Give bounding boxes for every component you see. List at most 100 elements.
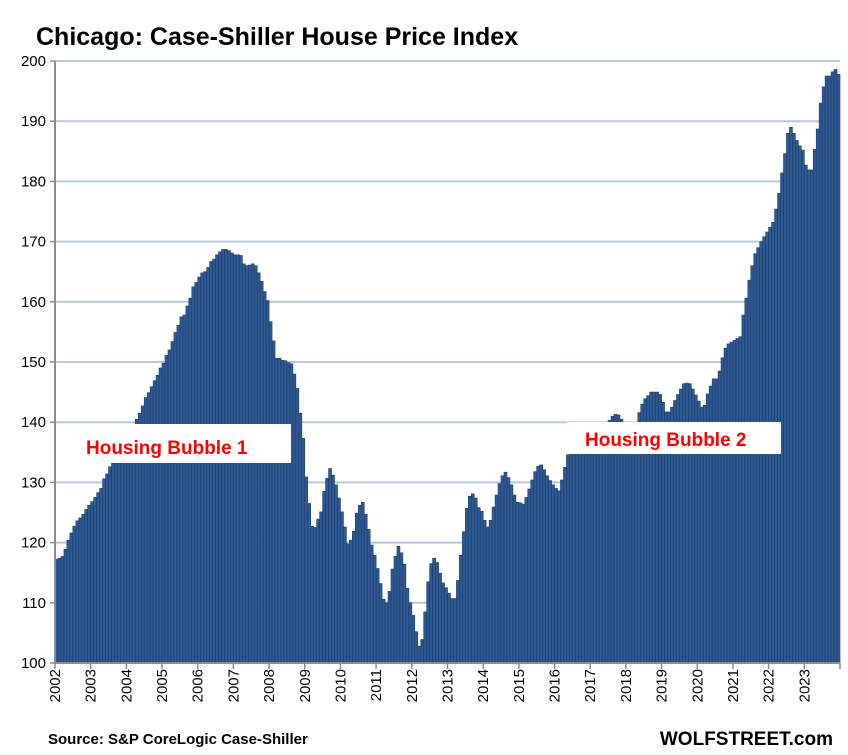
bar (102, 478, 106, 664)
bar (274, 358, 279, 664)
bar (592, 445, 597, 664)
bar (625, 426, 630, 664)
bar (447, 592, 451, 664)
bar (824, 75, 829, 664)
bar (343, 526, 347, 664)
bar (595, 444, 600, 664)
bar (337, 497, 341, 664)
bar (399, 552, 404, 664)
y-tick-label: 160 (21, 294, 46, 311)
bar (833, 69, 838, 664)
bar (554, 488, 558, 664)
x-axis-labels: 2002 2003 2004 2005 2006 2007 2008 2009 2010 2011… (47, 669, 813, 702)
bar (783, 153, 787, 664)
annotation-housing-bubble-1: Housing Bubble 1 (76, 424, 291, 463)
bar (548, 480, 552, 664)
bar (242, 263, 246, 664)
bar (798, 145, 802, 664)
y-tick-label: 130 (21, 474, 46, 491)
bar (408, 602, 413, 664)
bar (780, 172, 784, 664)
bar (78, 517, 83, 664)
bar (60, 556, 65, 664)
x-tick-label: 2013 (440, 669, 457, 702)
bar (414, 631, 419, 664)
x-tick-label: 2019 (654, 669, 671, 702)
bar (155, 374, 160, 664)
x-tick-label: 2006 (190, 669, 207, 702)
bar (750, 265, 755, 664)
x-tick-label: 2015 (511, 669, 528, 702)
x-tick-label: 2011 (368, 669, 385, 701)
x-tick-label: 2005 (154, 669, 171, 702)
bar (506, 477, 511, 664)
bar (494, 494, 499, 664)
bar (295, 388, 300, 664)
source-note: Source: S&P CoreLogic Case-Shiller (48, 731, 308, 748)
bar (444, 587, 448, 664)
bar (63, 548, 68, 664)
bar (815, 128, 820, 664)
bar (372, 554, 377, 664)
x-tick-label: 2014 (475, 669, 492, 702)
bar (289, 363, 294, 664)
x-tick-label: 2023 (796, 669, 813, 702)
bar (792, 132, 796, 664)
bar (417, 645, 422, 664)
bar (402, 563, 407, 664)
bar (191, 286, 196, 664)
bar (806, 169, 811, 664)
bar (572, 442, 576, 664)
bar (390, 568, 395, 664)
annotation-label: Housing Bubble 2 (585, 430, 747, 451)
x-tick-label: 2017 (582, 669, 599, 702)
bar (90, 501, 94, 664)
annotation-box (76, 424, 291, 463)
bar (485, 526, 490, 664)
bar (518, 502, 523, 664)
bar (340, 511, 344, 664)
bar (265, 300, 270, 664)
bar (420, 639, 425, 664)
y-tick-label: 200 (21, 53, 46, 70)
bar (247, 264, 252, 664)
bar (560, 479, 564, 664)
bar (108, 466, 112, 664)
bar (164, 355, 169, 664)
bar (304, 476, 309, 664)
bar (206, 267, 210, 664)
bar (167, 349, 172, 664)
bar (393, 556, 398, 664)
bar (114, 459, 118, 664)
bar (753, 253, 758, 664)
bar (598, 439, 603, 664)
bar (120, 451, 124, 664)
bar (283, 360, 288, 664)
chart-title: Chicago: Case-Shiller House Price Index (36, 23, 518, 51)
bar (720, 357, 725, 664)
bar (307, 503, 312, 664)
bar (123, 445, 127, 664)
bar (334, 484, 338, 664)
bar (429, 563, 433, 664)
y-tick-label: 120 (21, 535, 46, 552)
bar (801, 149, 805, 664)
bar (57, 557, 62, 664)
bar (349, 539, 353, 664)
bar (250, 263, 255, 664)
bar (129, 430, 133, 664)
y-tick-label: 170 (21, 234, 46, 251)
bar (176, 324, 181, 664)
y-tick-label: 110 (22, 595, 46, 612)
bar (72, 526, 77, 664)
bar (527, 488, 532, 664)
bar (476, 507, 481, 664)
bar (628, 430, 633, 664)
bar (346, 543, 350, 664)
brand-label: WOLFSTREET.com (660, 729, 833, 750)
bar (268, 321, 273, 664)
bar (435, 562, 439, 664)
bar (322, 491, 326, 664)
bar (360, 501, 365, 664)
bar (747, 279, 752, 664)
